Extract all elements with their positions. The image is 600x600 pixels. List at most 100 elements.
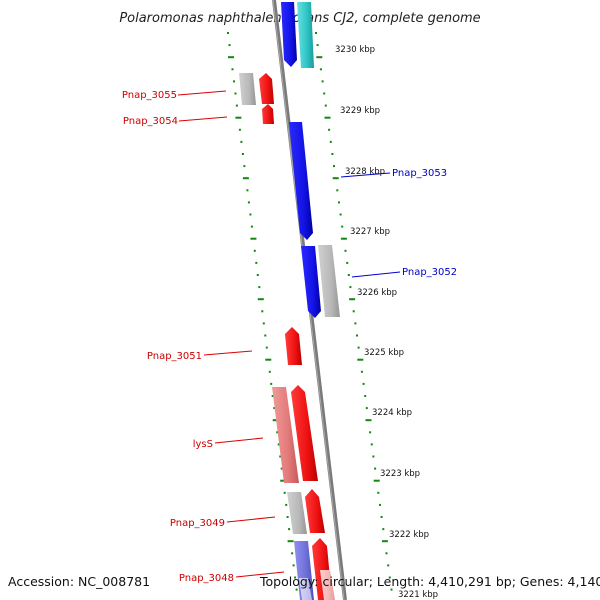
guide-dot: [243, 165, 246, 168]
guide-dot: [352, 310, 355, 313]
guide-dot: [332, 177, 339, 180]
gene-palered-lyss[interactable]: [272, 387, 299, 483]
gene-label-pnap-3048[interactable]: Pnap_3048: [179, 573, 234, 584]
gene-cyan-top[interactable]: [297, 2, 314, 68]
gene-red-3054[interactable]: [262, 104, 274, 124]
guide-dot: [288, 528, 291, 531]
gene-blue-top[interactable]: [281, 2, 297, 67]
gene-blue-3053[interactable]: [289, 122, 313, 240]
guide-dot: [364, 395, 367, 397]
gene-label-pnap-3052[interactable]: Pnap_3052: [402, 267, 457, 278]
guide-dot: [365, 407, 368, 410]
kbp-label-3226: 3226 kbp: [357, 288, 397, 298]
gene-red-lyss[interactable]: [291, 385, 318, 481]
guide-dot: [277, 443, 280, 446]
guide-dot: [324, 104, 327, 107]
guide-dot: [262, 322, 265, 325]
left-guide-dots: [227, 32, 298, 591]
guide-dot: [264, 334, 267, 337]
guide-dot: [387, 564, 390, 567]
callout-line-3048: [235, 571, 285, 578]
guide-dot: [316, 56, 323, 59]
guide-dot: [256, 274, 259, 276]
guide-dot: [336, 189, 339, 192]
gene-label-pnap-3055[interactable]: Pnap_3055: [122, 90, 177, 101]
guide-dot: [365, 419, 372, 422]
guide-dot: [362, 382, 365, 385]
gene-label-pnap-3054[interactable]: Pnap_3054: [123, 116, 178, 127]
guide-dot: [250, 237, 257, 240]
guide-dot: [357, 346, 360, 349]
guide-dot: [356, 334, 358, 337]
guide-dot: [279, 455, 282, 458]
guide-dot: [333, 165, 335, 168]
right-guide-dots: [315, 32, 393, 591]
gene-grey-3055[interactable]: [239, 73, 256, 105]
guide-dot: [247, 201, 250, 204]
guide-dot: [374, 467, 377, 470]
guide-dot: [287, 540, 294, 543]
guide-dot: [315, 32, 317, 34]
guide-dot: [261, 310, 264, 313]
guide-dot: [331, 153, 334, 155]
guide-dot: [372, 455, 375, 458]
guide-dot: [382, 528, 385, 531]
guide-dot: [370, 443, 373, 446]
guide-dot: [324, 116, 331, 119]
gene-grey-3049[interactable]: [287, 492, 307, 534]
gene-paleblue-3048[interactable]: [299, 578, 312, 600]
guide-dot: [294, 576, 297, 579]
guide-dot: [235, 104, 238, 107]
guide-dot: [380, 516, 383, 518]
kbp-label-3224: 3224 kbp: [372, 408, 412, 418]
guide-dot: [390, 588, 393, 591]
guide-dot: [347, 274, 350, 276]
guide-dot: [268, 370, 271, 373]
guide-dot: [258, 286, 261, 289]
guide-dot: [249, 213, 252, 216]
guide-dot: [265, 346, 268, 349]
guide-dot: [231, 68, 234, 71]
accession-text: Accession: NC_008781: [8, 574, 151, 589]
gene-label-pnap-3053[interactable]: Pnap_3053: [392, 168, 447, 179]
guide-dot: [238, 128, 241, 131]
guide-dot: [234, 92, 237, 95]
guide-dot: [228, 44, 231, 47]
gene-red-3055[interactable]: [259, 73, 274, 104]
guide-dot: [321, 80, 324, 83]
guide-dot: [295, 588, 298, 591]
guide-dot: [388, 576, 391, 579]
callout-line-3054: [178, 116, 228, 122]
guide-dot: [349, 286, 352, 289]
gene-grey-3052[interactable]: [318, 245, 340, 317]
gene-red-3049[interactable]: [305, 489, 325, 533]
gene-blue-3052[interactable]: [301, 246, 321, 318]
callout-line-3049: [226, 516, 276, 523]
guide-dot: [381, 540, 388, 543]
guide-dot: [265, 358, 272, 361]
guide-dot: [354, 322, 357, 325]
guide-dot: [280, 467, 283, 470]
gene-label-lyss[interactable]: lysS: [193, 439, 213, 450]
guide-dot: [273, 407, 276, 410]
callout-line-3053: [340, 172, 391, 178]
gene-label-pnap-3049[interactable]: Pnap_3049: [170, 518, 225, 529]
gene-label-pnap-3051[interactable]: Pnap_3051: [147, 351, 202, 362]
guide-dot: [255, 261, 258, 264]
guide-dot: [257, 298, 264, 301]
guide-dot: [285, 503, 288, 506]
kbp-label-3225: 3225 kbp: [364, 348, 404, 358]
kbp-label-3228: 3228 kbp: [345, 167, 385, 177]
guide-dot: [341, 225, 344, 228]
gene-pink-3048[interactable]: [320, 570, 335, 600]
guide-dot: [369, 431, 372, 434]
gene-red-3051[interactable]: [285, 327, 302, 365]
guide-dot: [323, 92, 326, 95]
kbp-label-3223: 3223 kbp: [380, 469, 420, 479]
guide-dot: [360, 370, 363, 373]
guide-dot: [241, 153, 244, 155]
callout-line-3051: [203, 350, 253, 356]
guide-dot: [379, 503, 381, 506]
kbp-scale: 3230 kbp 3229 kbp 3228 kbp 3227 kbp 3226…: [335, 45, 438, 600]
